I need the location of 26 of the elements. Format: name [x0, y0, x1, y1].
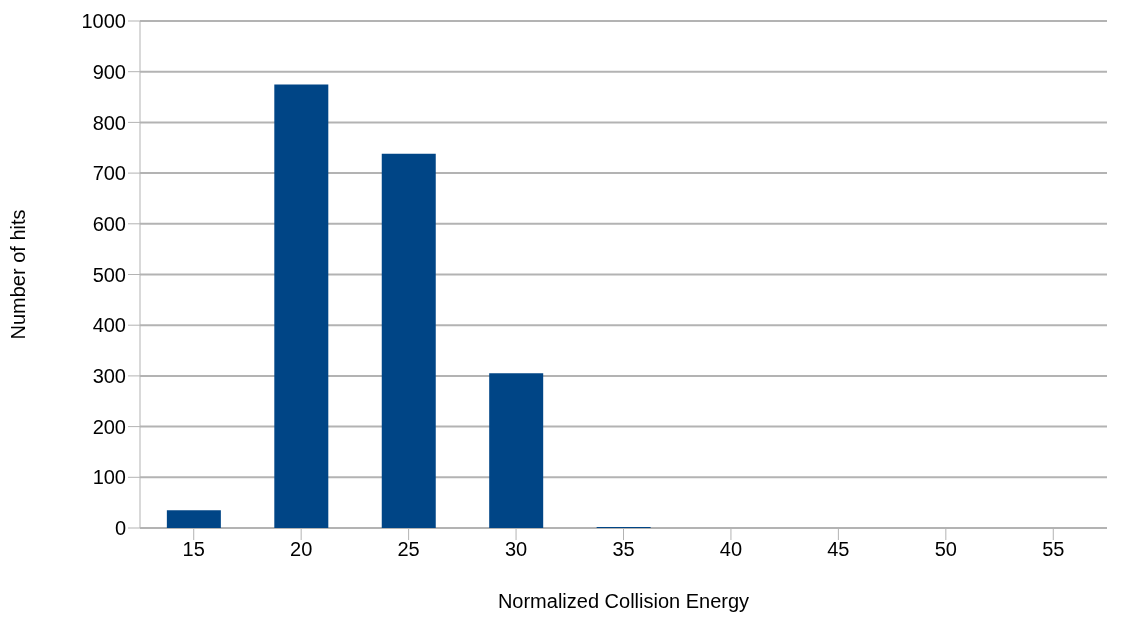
- y-tick-label: 900: [92, 60, 126, 83]
- bar: [381, 153, 436, 528]
- x-tick-label: 40: [719, 538, 743, 561]
- y-tick-label: 500: [92, 263, 126, 286]
- x-tick-label: 55: [1042, 538, 1065, 561]
- x-tick-label: 30: [504, 538, 528, 561]
- y-tick-label: 400: [92, 314, 126, 337]
- x-tick-label: 25: [397, 538, 420, 561]
- y-tick-label: 200: [92, 415, 126, 438]
- bar: [166, 510, 221, 528]
- x-tick-label: 50: [934, 538, 957, 561]
- bar: [489, 373, 544, 528]
- y-tick-label: 800: [92, 111, 126, 134]
- y-axis-title: Number of hits: [7, 209, 30, 340]
- y-tick-label: 700: [92, 162, 126, 185]
- x-axis-title: Normalized Collision Energy: [497, 590, 750, 612]
- y-tick-label: 1000: [81, 10, 126, 33]
- x-tick-label: 45: [827, 538, 850, 561]
- y-tick-label: 300: [92, 365, 126, 387]
- x-tick-label: 20: [290, 538, 313, 561]
- y-tick-label: 100: [92, 466, 126, 489]
- x-tick-label: 35: [612, 538, 635, 561]
- y-tick-label: 0: [114, 517, 126, 540]
- y-tick-label: 600: [92, 212, 126, 235]
- bar: [274, 84, 329, 528]
- x-tick-label: 15: [182, 538, 205, 561]
